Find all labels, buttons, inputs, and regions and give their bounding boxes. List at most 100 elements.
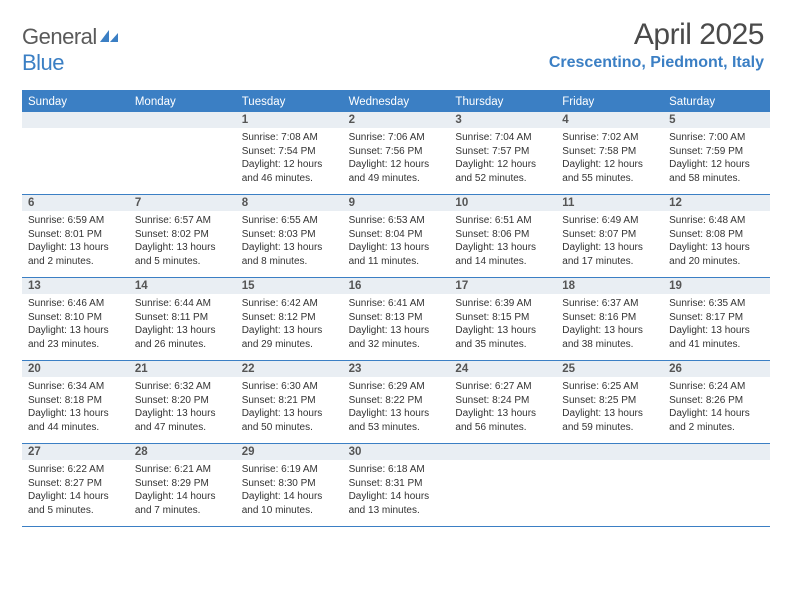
calendar-day bbox=[449, 444, 556, 526]
day-sunrise: Sunrise: 6:29 AM bbox=[349, 380, 444, 394]
day-sunset: Sunset: 8:04 PM bbox=[349, 228, 444, 242]
day-body bbox=[556, 460, 663, 467]
calendar-weeks: 1Sunrise: 7:08 AMSunset: 7:54 PMDaylight… bbox=[22, 112, 770, 527]
day-sunset: Sunset: 8:10 PM bbox=[28, 311, 123, 325]
day-body: Sunrise: 6:46 AMSunset: 8:10 PMDaylight:… bbox=[22, 294, 129, 355]
day-daylight: Daylight: 13 hours and 32 minutes. bbox=[349, 324, 444, 351]
day-daylight: Daylight: 13 hours and 5 minutes. bbox=[135, 241, 230, 268]
day-body bbox=[449, 460, 556, 467]
day-body: Sunrise: 6:29 AMSunset: 8:22 PMDaylight:… bbox=[343, 377, 450, 438]
calendar-day: 8Sunrise: 6:55 AMSunset: 8:03 PMDaylight… bbox=[236, 195, 343, 277]
day-daylight: Daylight: 12 hours and 58 minutes. bbox=[669, 158, 764, 185]
calendar-day: 21Sunrise: 6:32 AMSunset: 8:20 PMDayligh… bbox=[129, 361, 236, 443]
calendar-day: 1Sunrise: 7:08 AMSunset: 7:54 PMDaylight… bbox=[236, 112, 343, 194]
calendar-week: 20Sunrise: 6:34 AMSunset: 8:18 PMDayligh… bbox=[22, 361, 770, 444]
day-daylight: Daylight: 13 hours and 38 minutes. bbox=[562, 324, 657, 351]
day-sunset: Sunset: 7:59 PM bbox=[669, 145, 764, 159]
calendar-day: 5Sunrise: 7:00 AMSunset: 7:59 PMDaylight… bbox=[663, 112, 770, 194]
calendar: Sunday Monday Tuesday Wednesday Thursday… bbox=[22, 90, 770, 527]
day-body: Sunrise: 6:18 AMSunset: 8:31 PMDaylight:… bbox=[343, 460, 450, 521]
day-sunrise: Sunrise: 6:48 AM bbox=[669, 214, 764, 228]
day-sunset: Sunset: 8:03 PM bbox=[242, 228, 337, 242]
day-sunrise: Sunrise: 6:25 AM bbox=[562, 380, 657, 394]
calendar-day: 7Sunrise: 6:57 AMSunset: 8:02 PMDaylight… bbox=[129, 195, 236, 277]
day-sunset: Sunset: 8:24 PM bbox=[455, 394, 550, 408]
calendar-day: 18Sunrise: 6:37 AMSunset: 8:16 PMDayligh… bbox=[556, 278, 663, 360]
day-sunset: Sunset: 8:31 PM bbox=[349, 477, 444, 491]
day-sunrise: Sunrise: 6:53 AM bbox=[349, 214, 444, 228]
sail-icon bbox=[98, 24, 120, 50]
weekday-header: Tuesday bbox=[236, 92, 343, 112]
day-daylight: Daylight: 13 hours and 20 minutes. bbox=[669, 241, 764, 268]
day-daylight: Daylight: 13 hours and 56 minutes. bbox=[455, 407, 550, 434]
day-number bbox=[449, 444, 556, 460]
day-body: Sunrise: 7:08 AMSunset: 7:54 PMDaylight:… bbox=[236, 128, 343, 189]
day-body: Sunrise: 6:49 AMSunset: 8:07 PMDaylight:… bbox=[556, 211, 663, 272]
day-number: 14 bbox=[129, 278, 236, 294]
day-sunrise: Sunrise: 6:30 AM bbox=[242, 380, 337, 394]
day-number bbox=[22, 112, 129, 128]
day-number: 22 bbox=[236, 361, 343, 377]
calendar-day: 24Sunrise: 6:27 AMSunset: 8:24 PMDayligh… bbox=[449, 361, 556, 443]
logo: GeneralBlue bbox=[22, 24, 120, 76]
day-sunrise: Sunrise: 7:04 AM bbox=[455, 131, 550, 145]
day-body: Sunrise: 6:24 AMSunset: 8:26 PMDaylight:… bbox=[663, 377, 770, 438]
day-body: Sunrise: 6:27 AMSunset: 8:24 PMDaylight:… bbox=[449, 377, 556, 438]
day-sunrise: Sunrise: 6:42 AM bbox=[242, 297, 337, 311]
day-body: Sunrise: 6:37 AMSunset: 8:16 PMDaylight:… bbox=[556, 294, 663, 355]
day-number: 21 bbox=[129, 361, 236, 377]
day-daylight: Daylight: 12 hours and 46 minutes. bbox=[242, 158, 337, 185]
calendar-week: 27Sunrise: 6:22 AMSunset: 8:27 PMDayligh… bbox=[22, 444, 770, 527]
day-sunrise: Sunrise: 6:39 AM bbox=[455, 297, 550, 311]
calendar-day: 25Sunrise: 6:25 AMSunset: 8:25 PMDayligh… bbox=[556, 361, 663, 443]
calendar-day: 23Sunrise: 6:29 AMSunset: 8:22 PMDayligh… bbox=[343, 361, 450, 443]
calendar-day bbox=[22, 112, 129, 194]
day-body: Sunrise: 7:06 AMSunset: 7:56 PMDaylight:… bbox=[343, 128, 450, 189]
day-sunrise: Sunrise: 6:19 AM bbox=[242, 463, 337, 477]
day-sunset: Sunset: 8:13 PM bbox=[349, 311, 444, 325]
day-body bbox=[129, 128, 236, 135]
day-number: 30 bbox=[343, 444, 450, 460]
logo-text: GeneralBlue bbox=[22, 24, 120, 76]
calendar-day: 13Sunrise: 6:46 AMSunset: 8:10 PMDayligh… bbox=[22, 278, 129, 360]
day-body: Sunrise: 6:44 AMSunset: 8:11 PMDaylight:… bbox=[129, 294, 236, 355]
day-number: 13 bbox=[22, 278, 129, 294]
day-daylight: Daylight: 13 hours and 2 minutes. bbox=[28, 241, 123, 268]
day-daylight: Daylight: 13 hours and 11 minutes. bbox=[349, 241, 444, 268]
weekday-header: Monday bbox=[129, 92, 236, 112]
day-number: 9 bbox=[343, 195, 450, 211]
day-daylight: Daylight: 14 hours and 2 minutes. bbox=[669, 407, 764, 434]
day-sunset: Sunset: 8:07 PM bbox=[562, 228, 657, 242]
day-number bbox=[129, 112, 236, 128]
day-number: 27 bbox=[22, 444, 129, 460]
day-sunset: Sunset: 8:12 PM bbox=[242, 311, 337, 325]
day-daylight: Daylight: 14 hours and 13 minutes. bbox=[349, 490, 444, 517]
day-daylight: Daylight: 13 hours and 23 minutes. bbox=[28, 324, 123, 351]
day-number: 16 bbox=[343, 278, 450, 294]
day-sunrise: Sunrise: 6:44 AM bbox=[135, 297, 230, 311]
day-number: 4 bbox=[556, 112, 663, 128]
calendar-day bbox=[129, 112, 236, 194]
day-body: Sunrise: 6:32 AMSunset: 8:20 PMDaylight:… bbox=[129, 377, 236, 438]
calendar-day: 14Sunrise: 6:44 AMSunset: 8:11 PMDayligh… bbox=[129, 278, 236, 360]
day-sunset: Sunset: 8:21 PM bbox=[242, 394, 337, 408]
day-body bbox=[663, 460, 770, 467]
calendar-day: 12Sunrise: 6:48 AMSunset: 8:08 PMDayligh… bbox=[663, 195, 770, 277]
day-body: Sunrise: 6:22 AMSunset: 8:27 PMDaylight:… bbox=[22, 460, 129, 521]
day-daylight: Daylight: 13 hours and 59 minutes. bbox=[562, 407, 657, 434]
day-number: 10 bbox=[449, 195, 556, 211]
calendar-day: 4Sunrise: 7:02 AMSunset: 7:58 PMDaylight… bbox=[556, 112, 663, 194]
day-sunrise: Sunrise: 6:55 AM bbox=[242, 214, 337, 228]
day-body: Sunrise: 6:39 AMSunset: 8:15 PMDaylight:… bbox=[449, 294, 556, 355]
day-daylight: Daylight: 13 hours and 35 minutes. bbox=[455, 324, 550, 351]
calendar-week: 1Sunrise: 7:08 AMSunset: 7:54 PMDaylight… bbox=[22, 112, 770, 195]
calendar-day: 3Sunrise: 7:04 AMSunset: 7:57 PMDaylight… bbox=[449, 112, 556, 194]
day-daylight: Daylight: 13 hours and 47 minutes. bbox=[135, 407, 230, 434]
calendar-day: 26Sunrise: 6:24 AMSunset: 8:26 PMDayligh… bbox=[663, 361, 770, 443]
calendar-day: 27Sunrise: 6:22 AMSunset: 8:27 PMDayligh… bbox=[22, 444, 129, 526]
day-number: 20 bbox=[22, 361, 129, 377]
day-number: 3 bbox=[449, 112, 556, 128]
day-daylight: Daylight: 13 hours and 14 minutes. bbox=[455, 241, 550, 268]
weekday-header: Sunday bbox=[22, 92, 129, 112]
day-daylight: Daylight: 13 hours and 8 minutes. bbox=[242, 241, 337, 268]
